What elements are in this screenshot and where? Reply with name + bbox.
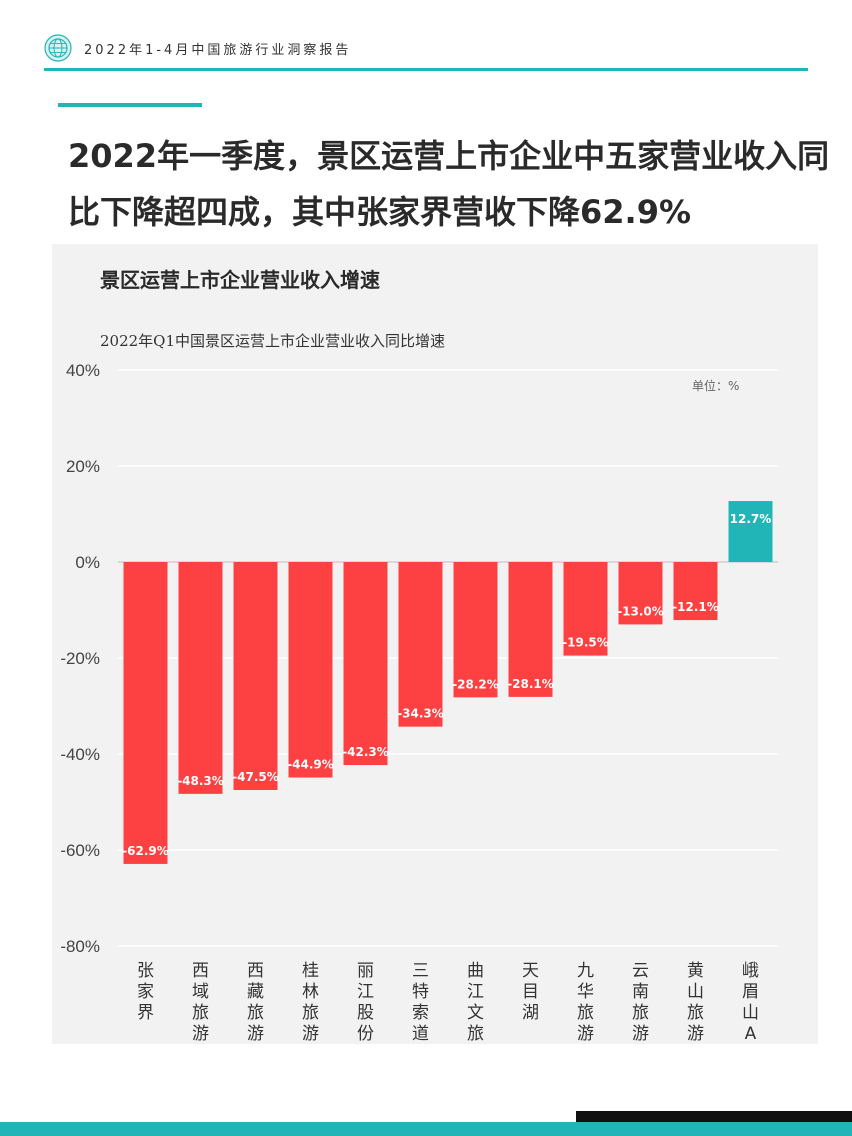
bar bbox=[453, 562, 498, 698]
chart-panel: 景区运营上市企业营业收入增速 2022年Q1中国景区运营上市企业营业收入同比增速… bbox=[52, 244, 818, 1044]
x-tick-label: 西藏旅游 bbox=[247, 961, 264, 1044]
y-tick-label: -80% bbox=[60, 937, 100, 956]
globe-logo-icon bbox=[44, 34, 72, 62]
bar bbox=[673, 562, 718, 621]
bar bbox=[398, 562, 443, 727]
data-label: -34.3% bbox=[397, 707, 444, 721]
bar bbox=[123, 562, 168, 864]
page-headline: 2022年一季度，景区运营上市企业中五家营业收入同 比下降超四成，其中张家界营收… bbox=[68, 137, 830, 231]
accent-bar bbox=[58, 103, 202, 107]
panel-title: 景区运营上市企业营业收入增速 bbox=[100, 268, 380, 292]
data-label: -42.3% bbox=[342, 745, 389, 759]
x-tick-label: 张家界 bbox=[137, 961, 154, 1023]
bar bbox=[563, 562, 608, 656]
x-tick-label: 西域旅游 bbox=[192, 961, 209, 1044]
x-tick-label: 曲江文旅 bbox=[467, 961, 484, 1044]
x-tick-label: 天目湖 bbox=[522, 961, 539, 1023]
bar bbox=[288, 562, 333, 778]
x-tick-label: 丽江股份 bbox=[357, 961, 374, 1044]
x-tick-label: 九华旅游 bbox=[577, 961, 594, 1044]
data-label: -13.0% bbox=[617, 604, 664, 618]
y-tick-label: 20% bbox=[66, 457, 100, 476]
chart-title: 2022年Q1中国景区运营上市企业营业收入同比增速 bbox=[100, 332, 446, 350]
unit-label: 单位：% bbox=[692, 378, 739, 393]
x-tick-label: 黄山旅游 bbox=[687, 961, 704, 1044]
bar bbox=[618, 562, 663, 625]
bar bbox=[728, 501, 773, 562]
data-label: -28.2% bbox=[452, 677, 499, 691]
x-tick-label: 三特索道 bbox=[412, 961, 429, 1044]
y-tick-label: -20% bbox=[60, 649, 100, 668]
footer-bar-teal bbox=[0, 1122, 852, 1136]
y-tick-label: 40% bbox=[66, 361, 100, 380]
bar bbox=[508, 562, 553, 697]
data-label: -19.5% bbox=[562, 636, 609, 650]
data-label: -48.3% bbox=[177, 774, 224, 788]
report-header: 2022年1-4月中国旅游行业洞察报告 bbox=[44, 30, 808, 72]
data-label: -62.9% bbox=[122, 844, 169, 858]
y-tick-label: 0% bbox=[75, 553, 100, 572]
bar bbox=[343, 562, 388, 766]
data-label: -47.5% bbox=[232, 770, 279, 784]
report-title: 2022年1-4月中国旅游行业洞察报告 bbox=[84, 43, 352, 58]
bar bbox=[178, 562, 223, 794]
data-label: 12.7% bbox=[730, 512, 772, 526]
x-tick-label: 峨眉山 A bbox=[742, 961, 759, 1044]
footer-bar-dark bbox=[576, 1111, 852, 1123]
x-tick-label: 桂林旅游 bbox=[302, 961, 319, 1044]
y-tick-label: -40% bbox=[60, 745, 100, 764]
data-label: -44.9% bbox=[287, 758, 334, 772]
data-label: -28.1% bbox=[507, 677, 554, 691]
y-tick-label: -60% bbox=[60, 841, 100, 860]
bar bbox=[233, 562, 278, 790]
data-label: -12.1% bbox=[672, 600, 719, 614]
x-tick-label: 云南旅游 bbox=[632, 961, 649, 1044]
header-divider bbox=[44, 68, 808, 71]
bar-chart: 40% 20% 0% -20% -40% -60% -80% 单位：% -62.9% 张家界 -48… bbox=[60, 361, 778, 1044]
